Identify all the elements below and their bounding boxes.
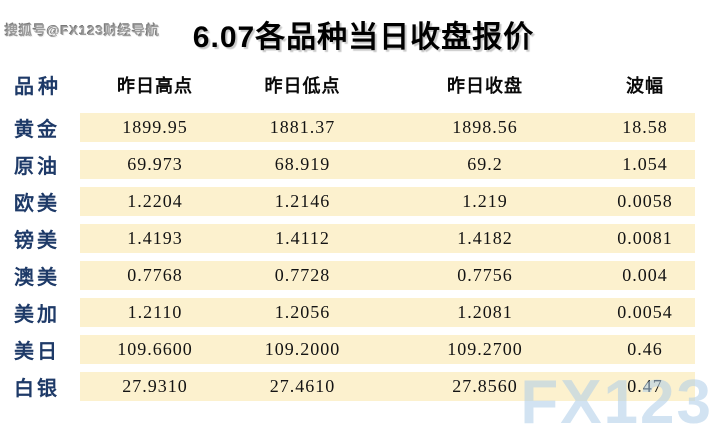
instrument-label: 美加 — [14, 304, 60, 326]
low-value: 27.4610 — [230, 372, 375, 401]
high-value: 27.9310 — [80, 372, 230, 401]
range-value: 0.0058 — [595, 187, 695, 216]
high-value: 1.2204 — [80, 187, 230, 216]
instrument-label: 黄金 — [14, 119, 60, 141]
column-header-range: 波幅 — [626, 75, 664, 96]
high-value: 69.973 — [80, 150, 230, 179]
low-value: 109.2000 — [230, 335, 375, 364]
close-value: 1.2081 — [375, 298, 595, 327]
table-row: 美日 109.6600 109.2000 109.2700 0.46 — [0, 335, 695, 364]
range-value: 1.054 — [595, 150, 695, 179]
range-value: 0.47 — [595, 372, 695, 401]
high-value: 1899.95 — [80, 113, 230, 142]
instrument-label: 欧美 — [14, 193, 60, 215]
page-title: 6.07各品种当日收盘报价 — [192, 21, 535, 54]
high-value: 109.6600 — [80, 335, 230, 364]
close-value: 1898.56 — [375, 113, 595, 142]
low-value: 1881.37 — [230, 113, 375, 142]
low-value: 0.7728 — [230, 261, 375, 290]
quotes-page: { "watermarks": { "top_left": "搜狐号@FX123… — [0, 12, 727, 438]
close-value: 1.219 — [375, 187, 595, 216]
column-header-low: 昨日低点 — [264, 75, 341, 96]
table-header-row: 品种 昨日高点 昨日低点 昨日收盘 波幅 — [0, 70, 695, 105]
high-value: 1.4193 — [80, 224, 230, 253]
range-value: 0.46 — [595, 335, 695, 364]
instrument-label: 原油 — [14, 156, 60, 178]
range-value: 0.004 — [595, 261, 695, 290]
low-value: 68.919 — [230, 150, 375, 179]
table-row: 白银 27.9310 27.4610 27.8560 0.47 — [0, 372, 695, 401]
table-row: 镑美 1.4193 1.4112 1.4182 0.0081 — [0, 224, 695, 253]
table-row: 黄金 1899.95 1881.37 1898.56 18.58 — [0, 113, 695, 142]
instrument-label: 美日 — [14, 341, 60, 363]
low-value: 1.2146 — [230, 187, 375, 216]
column-header-high: 昨日高点 — [117, 75, 193, 96]
instrument-label: 澳美 — [14, 267, 60, 289]
close-value: 69.2 — [375, 150, 595, 179]
range-value: 0.0054 — [595, 298, 695, 327]
instrument-label: 白银 — [14, 378, 60, 400]
quotes-table: 品种 昨日高点 昨日低点 昨日收盘 波幅 黄金 1899.95 1881.37 … — [0, 62, 695, 409]
low-value: 1.4112 — [230, 224, 375, 253]
close-value: 27.8560 — [375, 372, 595, 401]
sohu-account-watermark: 搜狐号@FX123财经导航 — [5, 23, 160, 38]
table-row: 澳美 0.7768 0.7728 0.7756 0.004 — [0, 261, 695, 290]
high-value: 1.2110 — [80, 298, 230, 327]
table-row: 美加 1.2110 1.2056 1.2081 0.0054 — [0, 298, 695, 327]
table-row: 原油 69.973 68.919 69.2 1.054 — [0, 150, 695, 179]
quotes-table-body: 黄金 1899.95 1881.37 1898.56 18.58 原油 69.9… — [0, 113, 695, 401]
high-value: 0.7768 — [80, 261, 230, 290]
instrument-label: 镑美 — [14, 230, 60, 252]
close-value: 109.2700 — [375, 335, 595, 364]
range-value: 18.58 — [595, 113, 695, 142]
column-header-instrument: 品种 — [14, 76, 62, 98]
range-value: 0.0081 — [595, 224, 695, 253]
table-row: 欧美 1.2204 1.2146 1.219 0.0058 — [0, 187, 695, 216]
column-header-close: 昨日收盘 — [447, 75, 523, 96]
close-value: 1.4182 — [375, 224, 595, 253]
low-value: 1.2056 — [230, 298, 375, 327]
close-value: 0.7756 — [375, 261, 595, 290]
